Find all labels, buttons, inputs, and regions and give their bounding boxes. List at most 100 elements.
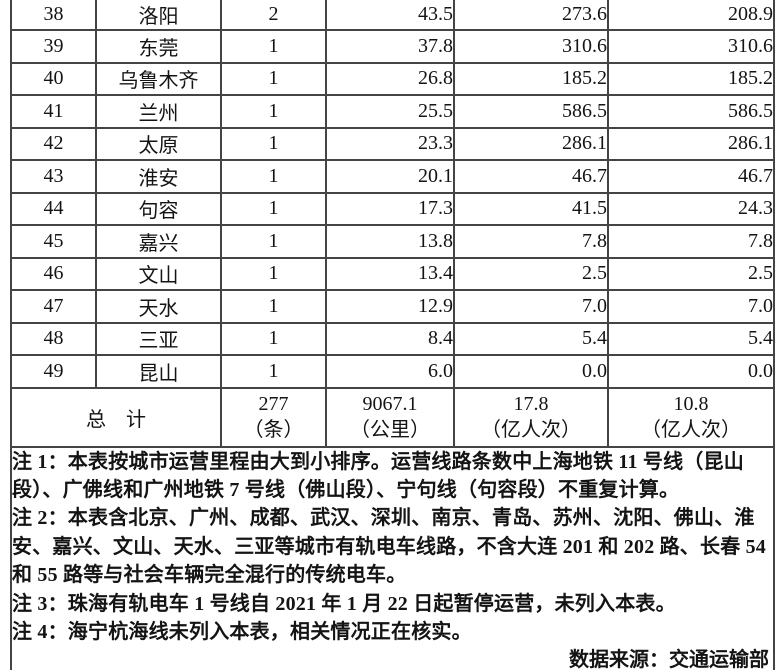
total-passenger-trips-cell: 17.8 （亿人次） (453, 386, 609, 448)
city-rail-transit-table: 38 洛阳 2 43.5 273.6 208.9 39 东莞 1 37.8 31… (10, 0, 775, 670)
passenger-trips-cell: 41.5 (453, 191, 609, 226)
passenger-volume-cell: 310.6 (607, 29, 775, 64)
table-row: 47 天水 1 12.9 7.0 7.0 (10, 289, 775, 324)
mileage-cell: 25.5 (325, 94, 455, 129)
passenger-trips-cell: 5.4 (453, 321, 609, 356)
passenger-volume-cell: 586.5 (607, 94, 775, 129)
line-count-cell: 1 (220, 321, 327, 356)
mileage-cell: 13.8 (325, 224, 455, 259)
rank-cell: 44 (10, 191, 97, 226)
total-passenger-volume-unit: （亿人次） (641, 419, 741, 441)
city-cell: 乌鲁木齐 (95, 61, 222, 96)
total-passenger-trips-unit: （亿人次） (481, 419, 581, 441)
passenger-volume-cell: 5.4 (607, 321, 775, 356)
note-1: 注 1：本表按城市运营里程由大到小排序。运营线路条数中上海地铁 11 号线（昆山… (12, 450, 744, 501)
mileage-cell: 8.4 (325, 321, 455, 356)
mileage-cell: 43.5 (325, 0, 455, 31)
rank-cell: 41 (10, 94, 97, 129)
total-mileage-cell: 9067.1 （公里） (325, 386, 455, 448)
passenger-trips-cell: 586.5 (453, 94, 609, 129)
rank-cell: 48 (10, 321, 97, 356)
table-row: 39 东莞 1 37.8 310.6 310.6 (10, 29, 775, 64)
city-cell: 淮安 (95, 159, 222, 194)
line-count-cell: 1 (220, 191, 327, 226)
total-line-count-cell: 277 （条） (220, 386, 327, 448)
table-row: 40 乌鲁木齐 1 26.8 185.2 185.2 (10, 61, 775, 96)
passenger-volume-cell: 185.2 (607, 61, 775, 96)
city-cell: 文山 (95, 256, 222, 291)
passenger-volume-cell: 7.8 (607, 224, 775, 259)
city-cell: 天水 (95, 289, 222, 324)
total-line-count-value: 277 (258, 393, 289, 415)
total-passenger-volume-cell: 10.8 （亿人次） (607, 386, 775, 448)
passenger-volume-cell: 24.3 (607, 191, 775, 226)
line-count-cell: 1 (220, 29, 327, 64)
city-cell: 太原 (95, 126, 222, 161)
passenger-volume-cell: 2.5 (607, 256, 775, 291)
passenger-volume-cell: 46.7 (607, 159, 775, 194)
line-count-cell: 1 (220, 61, 327, 96)
total-passenger-volume-value: 10.8 (673, 393, 709, 415)
table-row: 49 昆山 1 6.0 0.0 0.0 (10, 354, 775, 389)
passenger-volume-cell: 286.1 (607, 126, 775, 161)
city-cell: 洛阳 (95, 0, 222, 31)
table-row: 41 兰州 1 25.5 586.5 586.5 (10, 94, 775, 129)
city-cell: 昆山 (95, 354, 222, 389)
passenger-trips-cell: 46.7 (453, 159, 609, 194)
passenger-trips-cell: 7.8 (453, 224, 609, 259)
passenger-trips-cell: 286.1 (453, 126, 609, 161)
rank-cell: 46 (10, 256, 97, 291)
notes-cell: 注 1：本表按城市运营里程由大到小排序。运营线路条数中上海地铁 11 号线（昆山… (10, 445, 775, 670)
table-row: 38 洛阳 2 43.5 273.6 208.9 (10, 0, 775, 31)
city-cell: 嘉兴 (95, 224, 222, 259)
total-mileage-unit: （公里） (350, 419, 430, 441)
city-cell: 三亚 (95, 321, 222, 356)
line-count-cell: 1 (220, 126, 327, 161)
passenger-trips-cell: 7.0 (453, 289, 609, 324)
rank-cell: 38 (10, 0, 97, 31)
passenger-volume-cell: 0.0 (607, 354, 775, 389)
total-row: 总 计 277 （条） 9067.1 （公里） 17.8 （亿人次） 10.8 … (10, 386, 775, 448)
note-4: 注 4：海宁杭海线未列入本表，相关情况正在核实。 (12, 620, 472, 643)
note-3: 注 3：珠海有轨电车 1 号线自 2021 年 1 月 22 日起暂停运营，未列… (12, 592, 676, 615)
table-row: 46 文山 1 13.4 2.5 2.5 (10, 256, 775, 291)
mileage-cell: 20.1 (325, 159, 455, 194)
mileage-cell: 13.4 (325, 256, 455, 291)
mileage-cell: 37.8 (325, 29, 455, 64)
mileage-cell: 6.0 (325, 354, 455, 389)
table-row: 42 太原 1 23.3 286.1 286.1 (10, 126, 775, 161)
line-count-cell: 1 (220, 159, 327, 194)
passenger-trips-cell: 2.5 (453, 256, 609, 291)
line-count-cell: 1 (220, 256, 327, 291)
passenger-trips-cell: 273.6 (453, 0, 609, 31)
total-line-count-unit: （条） (243, 419, 304, 441)
passenger-trips-cell: 310.6 (453, 29, 609, 64)
notes-row: 注 1：本表按城市运营里程由大到小排序。运营线路条数中上海地铁 11 号线（昆山… (10, 445, 775, 670)
passenger-trips-cell: 185.2 (453, 61, 609, 96)
rank-cell: 39 (10, 29, 97, 64)
mileage-cell: 17.3 (325, 191, 455, 226)
line-count-cell: 2 (220, 0, 327, 31)
mileage-cell: 23.3 (325, 126, 455, 161)
city-cell: 句容 (95, 191, 222, 226)
line-count-cell: 1 (220, 224, 327, 259)
rank-cell: 47 (10, 289, 97, 324)
table-row: 45 嘉兴 1 13.8 7.8 7.8 (10, 224, 775, 259)
table-row: 43 淮安 1 20.1 46.7 46.7 (10, 159, 775, 194)
line-count-cell: 1 (220, 354, 327, 389)
rank-cell: 49 (10, 354, 97, 389)
rank-cell: 45 (10, 224, 97, 259)
total-passenger-trips-value: 17.8 (513, 393, 549, 415)
city-cell: 东莞 (95, 29, 222, 64)
passenger-volume-cell: 7.0 (607, 289, 775, 324)
table-row: 44 句容 1 17.3 41.5 24.3 (10, 191, 775, 226)
mileage-cell: 12.9 (325, 289, 455, 324)
table-row: 48 三亚 1 8.4 5.4 5.4 (10, 321, 775, 356)
passenger-volume-cell: 208.9 (607, 0, 775, 31)
line-count-cell: 1 (220, 94, 327, 129)
city-cell: 兰州 (95, 94, 222, 129)
rank-cell: 42 (10, 126, 97, 161)
line-count-cell: 1 (220, 289, 327, 324)
mileage-cell: 26.8 (325, 61, 455, 96)
